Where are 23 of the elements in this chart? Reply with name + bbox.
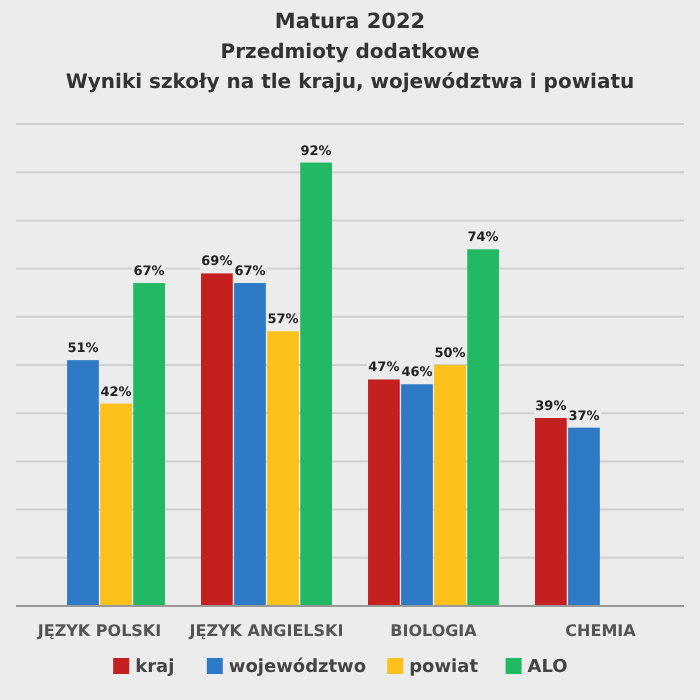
legend-label: województwo (228, 656, 367, 678)
legend-label: ALO (527, 658, 569, 678)
chart-title: Matura 2022 (274, 10, 426, 34)
bar (368, 379, 400, 606)
x-tick-label: BIOLOGIA (390, 622, 479, 640)
bar (201, 273, 233, 606)
bar (568, 427, 600, 606)
legend-label: kraj (135, 658, 175, 678)
x-tick-label: JĘZYK ANGIELSKI (187, 622, 344, 640)
bar (133, 283, 165, 606)
bar (234, 283, 266, 606)
bar (300, 162, 332, 606)
bar (434, 365, 466, 606)
bar (467, 249, 499, 606)
bar (535, 418, 567, 606)
x-tick-label: CHEMIA (565, 622, 638, 640)
legend-label: powiat (409, 658, 480, 678)
bar (267, 331, 299, 606)
x-tick-label: JĘZYK POLSKI (35, 622, 162, 640)
chart-subtitle: Przedmioty dodatkowe Wyniki szkoły na tle kraju, województwa i powiatu (65, 42, 635, 94)
bar (100, 403, 132, 606)
bar (67, 360, 99, 606)
bar (401, 384, 433, 606)
